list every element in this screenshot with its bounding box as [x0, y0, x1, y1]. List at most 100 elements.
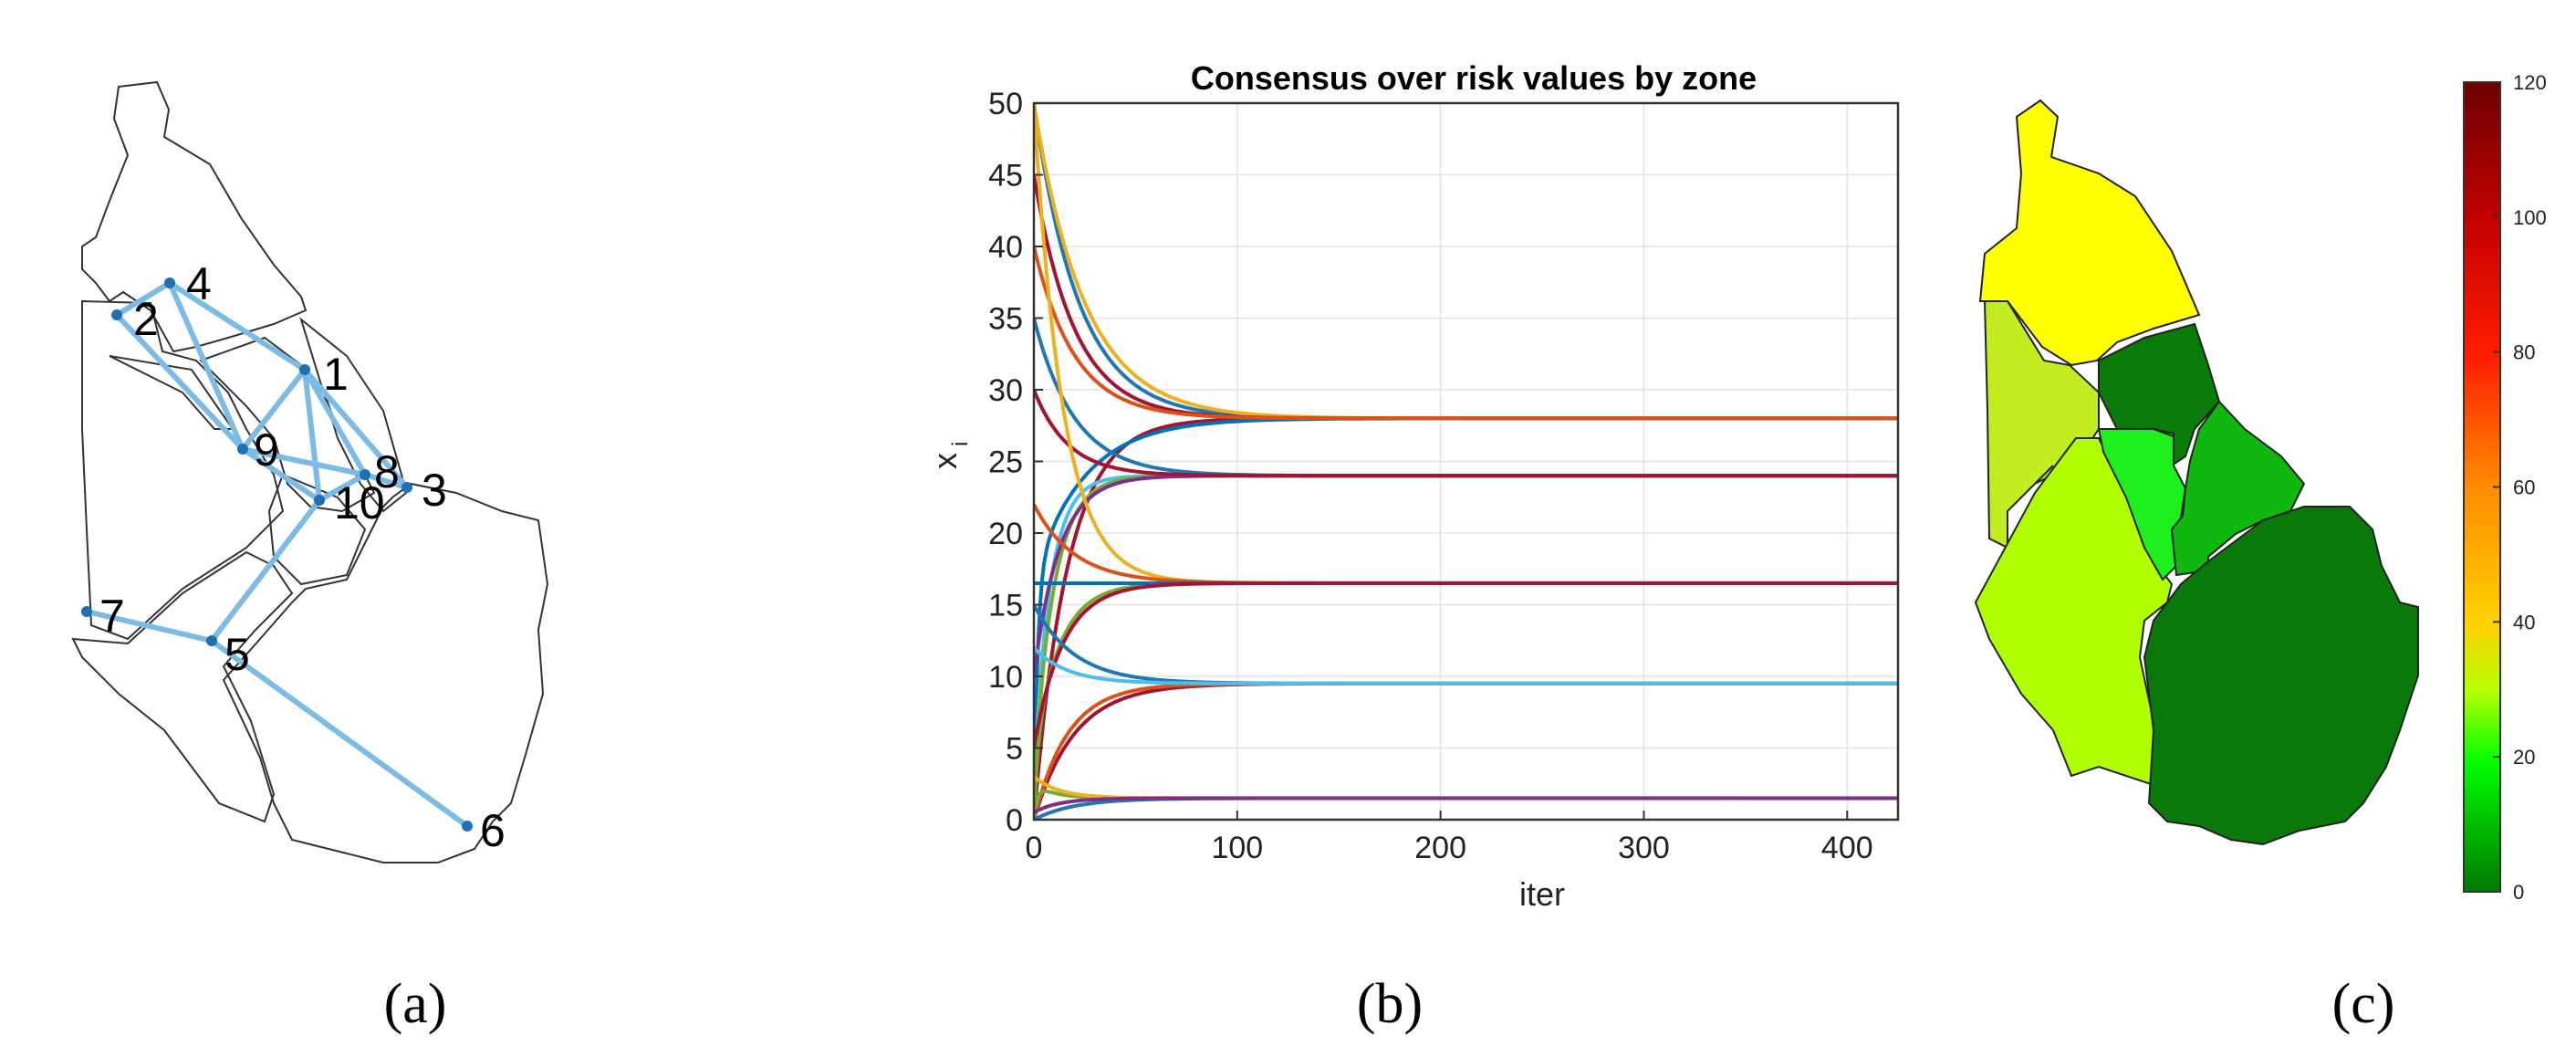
colorbar-tick-label: 100	[2513, 206, 2547, 229]
y-axis-label: x i	[926, 442, 973, 469]
series-line-s3	[1034, 174, 1898, 421]
y-tick-label: 0	[1006, 803, 1023, 838]
y-tick-label: 50	[988, 87, 1023, 121]
y-tick-label: 35	[988, 302, 1023, 337]
series-line-s24	[1034, 796, 1898, 814]
network-node-label-7: 7	[99, 591, 125, 642]
y-tick-label: 30	[988, 373, 1023, 408]
series-line-s13	[1034, 503, 1898, 585]
y-tick-labels: 0 5 10 15 20 25 30 35 40 45 50	[988, 87, 1043, 838]
x-tick-labels: 0 100 200 300 400	[1026, 811, 1873, 865]
network-edge-10-8	[317, 472, 368, 503]
zone-outline-north	[81, 80, 308, 353]
panel-label-b: (b)	[1357, 973, 1423, 1035]
x-tick-label: 100	[1211, 831, 1263, 865]
network-node-10	[314, 495, 325, 506]
network-edge-10-5	[209, 497, 322, 644]
network-node-7	[81, 606, 92, 617]
series-line-s14	[1034, 581, 1898, 820]
chart-grid	[1033, 102, 1898, 821]
panel-a-network-map: 1 2 3 4 5 6 7 8 9 10	[71, 80, 549, 863]
series-line-s17	[1034, 603, 1898, 685]
network-edge-9-10	[240, 446, 322, 503]
network-node-3	[402, 482, 412, 493]
series-line-s8	[1034, 317, 1898, 478]
panel-label-c: (c)	[2332, 973, 2395, 1035]
panel-label-a: (a)	[384, 973, 447, 1035]
series-line-s6	[1034, 246, 1898, 421]
network-node-label-9: 9	[254, 424, 279, 476]
zone-north	[1978, 99, 2201, 367]
y-tick-label: 45	[988, 159, 1023, 194]
colorbar-tick-label: 120	[2513, 71, 2547, 94]
network-edge-5-6	[209, 638, 470, 829]
network-node-8	[360, 469, 370, 480]
network-node-label-4: 4	[186, 258, 212, 309]
zone-southeast	[2143, 506, 2419, 846]
y-tick-label: 25	[988, 445, 1023, 480]
network-edge-8-3	[362, 472, 410, 490]
series-line-s7	[1034, 474, 1898, 820]
x-axis-label: iter	[1519, 875, 1565, 913]
series-line-s22	[1034, 775, 1898, 801]
y-axis-label-sub: i	[948, 442, 973, 446]
network-node-1	[299, 364, 310, 375]
network-node-label-5: 5	[224, 629, 250, 680]
network-edges	[84, 280, 470, 829]
colorbar-tick-label: 20	[2513, 746, 2535, 769]
network-edge-4-1	[167, 280, 308, 372]
series-line-s9	[1034, 474, 1898, 820]
network-node-label-10: 10	[334, 477, 385, 528]
y-tick-label: 15	[988, 589, 1023, 623]
colorbar-tick-label: 80	[2513, 341, 2535, 364]
network-edge-4-9	[167, 280, 245, 452]
network-node-2	[111, 309, 122, 320]
x-tick-label: 400	[1821, 831, 1873, 865]
network-edge-2-9	[114, 312, 245, 452]
series-line-s16	[1034, 581, 1898, 748]
x-tick-label: 200	[1414, 831, 1466, 865]
network-edge-9-8	[240, 446, 368, 477]
network-node-4	[164, 277, 175, 288]
network-node-label-6: 6	[480, 805, 506, 856]
network-edge-2-4	[114, 280, 172, 318]
zone-outline-center-small	[267, 473, 367, 586]
network-edge-1-3	[302, 367, 410, 490]
chart-title: Consensus over risk values by zone	[1191, 59, 1757, 97]
network-node-5	[206, 635, 217, 646]
chart-series	[1034, 103, 1898, 820]
y-tick-label: 20	[988, 517, 1023, 551]
network-node-label-3: 3	[422, 465, 447, 516]
panel-b-chart: Consensus over risk values by zone 0 100 2…	[926, 59, 1900, 913]
network-node-label-8: 8	[374, 446, 400, 497]
colorbar-tick-label: 0	[2513, 881, 2524, 904]
y-axis-label-main: x	[926, 453, 964, 469]
y-tick-label: 40	[988, 230, 1023, 265]
network-node-9	[237, 444, 248, 455]
series-line-s11	[1034, 389, 1898, 478]
zone-outlines	[71, 80, 549, 863]
network-node-6	[462, 821, 473, 832]
series-line-s20	[1034, 646, 1898, 685]
zone-outline-west	[81, 299, 285, 641]
network-node-label-2: 2	[133, 294, 159, 345]
series-line-s2	[1034, 103, 1898, 421]
network-nodes: 1 2 3 4 5 6 7 8 9 10	[81, 258, 506, 856]
network-edge-1-9	[240, 367, 308, 452]
y-tick-label: 10	[988, 660, 1023, 695]
colorbar-tick-labels: 0 20 40 60 80 100 120	[2493, 71, 2547, 904]
zone-outline-southeast	[222, 482, 549, 863]
colorbar-tick-label: 40	[2513, 611, 2535, 633]
panel-c-choropleth: 0 20 40 60 80 100 120	[1974, 71, 2547, 904]
series-line-s21	[1034, 789, 1898, 820]
network-edge-1-10	[302, 367, 322, 503]
network-edge-7-5	[84, 609, 214, 644]
x-tick-label: 300	[1618, 831, 1670, 865]
network-edge-1-8	[302, 367, 368, 477]
series-line-s1	[1034, 103, 1898, 421]
series-line-s23	[1034, 796, 1898, 820]
zone-southwest	[1974, 437, 2174, 786]
colorbar-tick-label: 60	[2513, 476, 2535, 499]
zone-outline-southwest	[71, 550, 294, 823]
